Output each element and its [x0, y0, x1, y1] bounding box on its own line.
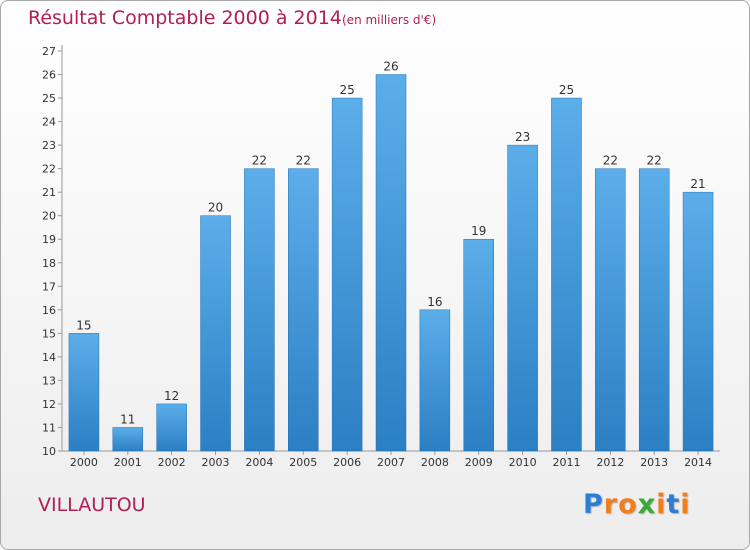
chart-title: Résultat Comptable 2000 à 2014	[28, 7, 342, 29]
bar-2004	[244, 168, 275, 452]
y-tick-label: 15	[42, 327, 56, 340]
bar-value-label: 22	[296, 154, 311, 168]
y-tick-label: 10	[42, 445, 56, 458]
bar-value-label: 19	[471, 224, 486, 238]
y-tick-label: 16	[42, 304, 56, 317]
x-tick-label: 2012	[596, 456, 624, 469]
bar-value-label: 20	[208, 201, 223, 215]
bar-value-label: 22	[252, 154, 267, 168]
y-tick-label: 26	[42, 69, 56, 82]
y-tick-label: 12	[42, 398, 56, 411]
y-tick-label: 14	[42, 351, 56, 364]
proxiti-logo[interactable]: Proxiti	[583, 489, 691, 520]
bar-2002	[156, 403, 187, 452]
logo-letter: i	[656, 489, 667, 520]
bar-2008	[419, 309, 451, 452]
y-tick-label: 21	[42, 186, 56, 199]
x-tick-label: 2007	[377, 456, 405, 469]
y-tick-label: 27	[42, 45, 56, 58]
bar-2003	[200, 215, 231, 452]
bar-value-label: 26	[383, 60, 398, 74]
bar-2012	[595, 168, 626, 452]
x-tick-label: 2003	[202, 456, 230, 469]
logo-letter: x	[637, 489, 657, 520]
y-tick-label: 25	[42, 92, 56, 105]
y-tick-label: 23	[42, 139, 56, 152]
chart-bars: 15 11 12 20 22 22 25 26 16 19 23 25 22 22 21	[68, 60, 714, 452]
y-tick-label: 19	[42, 233, 56, 246]
y-tick-label: 11	[42, 421, 56, 434]
x-tick-label: 2001	[114, 456, 142, 469]
bar-2013	[638, 168, 670, 452]
logo-letter: P	[583, 489, 604, 520]
bar-value-label: 25	[559, 83, 574, 97]
x-tick-label: 2000	[70, 456, 98, 469]
x-tick-label: 2009	[465, 456, 493, 469]
y-tick-label: 20	[42, 210, 56, 223]
bar-2011	[551, 97, 582, 452]
y-tick-label: 13	[42, 374, 56, 387]
bar-2001	[112, 427, 144, 452]
bar-2010	[507, 144, 538, 452]
bar-2014	[682, 191, 714, 452]
bar-2005	[288, 168, 319, 452]
bar-value-label: 16	[427, 295, 442, 309]
bar-value-label: 22	[603, 154, 618, 168]
bar-2006	[331, 97, 363, 452]
x-tick-label: 2010	[509, 456, 537, 469]
bar-value-label: 25	[339, 83, 354, 97]
logo-letter: o	[618, 489, 638, 520]
x-tick-label: 2005	[289, 456, 317, 469]
chart-subtitle: (en milliers d'€)	[342, 13, 437, 27]
bar-value-label: 22	[647, 154, 662, 168]
bar-value-label: 15	[76, 318, 91, 332]
bar-2000	[68, 333, 100, 452]
x-tick-label: 2011	[552, 456, 580, 469]
bar-value-label: 23	[515, 130, 530, 144]
bar-value-label: 12	[164, 389, 179, 403]
bar-value-label: 11	[120, 412, 135, 426]
location-name: VILLAUTOU	[38, 494, 146, 516]
logo-letter: t	[666, 489, 681, 520]
x-tick-label: 2006	[333, 456, 361, 469]
x-tick-label: 2002	[158, 456, 186, 469]
y-tick-label: 18	[42, 257, 56, 270]
y-tick-label: 22	[42, 163, 56, 176]
y-tick-label: 24	[42, 116, 56, 129]
x-tick-label: 2004	[245, 456, 273, 469]
y-tick-label: 17	[42, 280, 56, 293]
x-tick-label: 2013	[640, 456, 668, 469]
logo-letter: i	[680, 489, 691, 520]
x-tick-label: 2008	[421, 456, 449, 469]
bar-2009	[463, 238, 494, 452]
bar-2007	[375, 74, 407, 452]
bar-value-label: 21	[690, 177, 705, 191]
x-tick-label: 2014	[684, 456, 712, 469]
logo-letter: r	[603, 489, 619, 520]
